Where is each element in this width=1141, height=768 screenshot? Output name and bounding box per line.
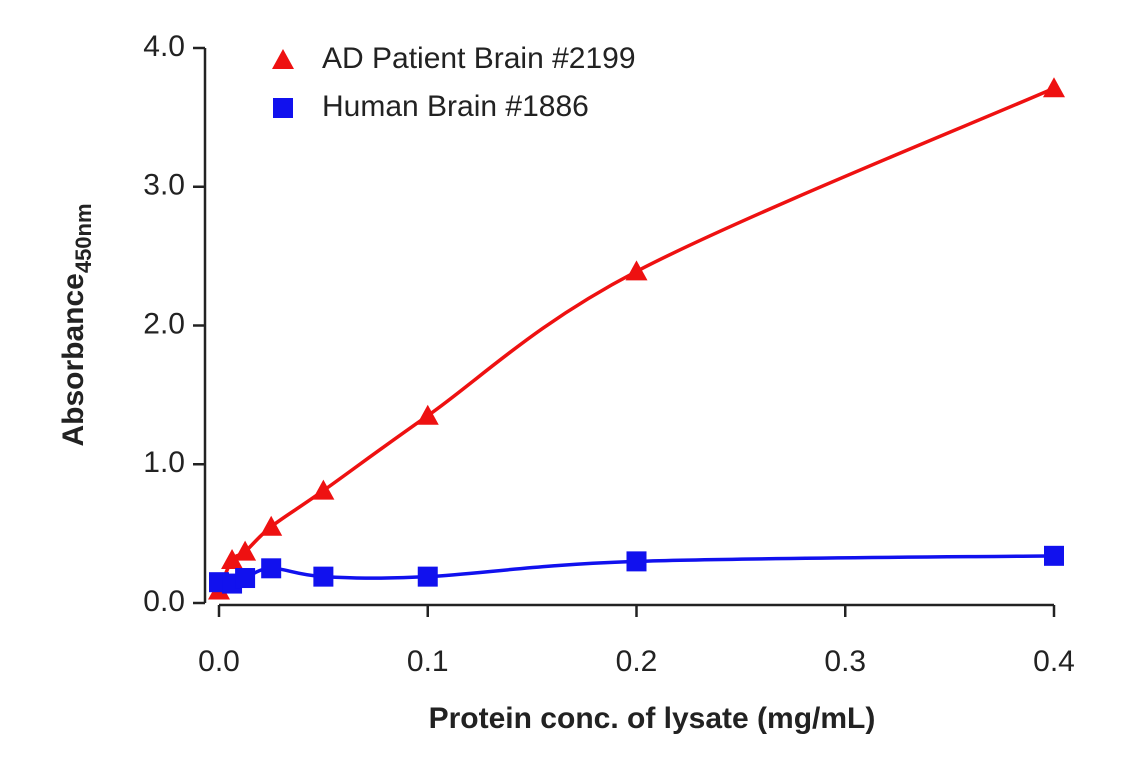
- series-line: [217, 86, 1055, 592]
- y-tick-label: 0.0: [143, 585, 185, 618]
- marker-square: [626, 551, 647, 572]
- y-axis-label: Absorbance450nm: [57, 203, 96, 446]
- marker-triangle: [416, 404, 439, 425]
- marker-square: [417, 566, 438, 587]
- x-axis-label: Protein conc. of lysate (mg/mL): [429, 702, 876, 735]
- x-tick-label: 0.4: [1033, 645, 1075, 678]
- y-tick-label: 3.0: [143, 169, 185, 202]
- x-tick-label: 0.1: [407, 645, 449, 678]
- x-tick-label: 0.3: [824, 645, 866, 678]
- legend-marker: [273, 98, 293, 118]
- marker-triangle: [625, 260, 648, 281]
- y-tick-label: 1.0: [143, 446, 185, 479]
- marker-square: [261, 558, 282, 579]
- marker-triangle: [1043, 77, 1065, 98]
- marker-square: [235, 568, 256, 589]
- y-tick-label: 4.0: [143, 30, 185, 63]
- marker-triangle: [221, 548, 244, 569]
- legend-marker: [272, 49, 294, 69]
- y-axis-label-group: Absorbance450nm: [57, 203, 96, 446]
- y-axis-label-main: Absorbance: [57, 273, 90, 446]
- x-tick-label: 0.2: [616, 645, 658, 678]
- marker-triangle: [312, 479, 335, 500]
- marker-triangle: [234, 540, 257, 561]
- marker-square: [1044, 545, 1064, 566]
- marker-square: [313, 566, 334, 587]
- y-axis-label-sub: 450nm: [71, 203, 96, 273]
- y-tick-label: 2.0: [143, 307, 185, 340]
- legend-label: AD Patient Brain #2199: [322, 42, 636, 75]
- legend-label: Human Brain #1886: [322, 90, 589, 123]
- marker-triangle: [260, 515, 283, 536]
- x-tick-label: 0.0: [198, 645, 240, 678]
